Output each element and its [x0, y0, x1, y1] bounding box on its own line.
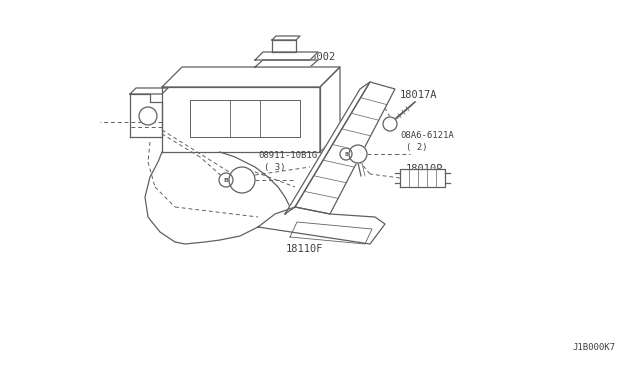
Polygon shape: [255, 52, 318, 60]
Text: B: B: [223, 177, 228, 183]
Circle shape: [349, 145, 367, 163]
Text: 18002: 18002: [305, 52, 336, 62]
Circle shape: [139, 107, 157, 125]
Polygon shape: [162, 67, 340, 87]
Polygon shape: [320, 67, 340, 152]
Polygon shape: [258, 207, 385, 244]
Circle shape: [219, 173, 233, 187]
Circle shape: [229, 167, 255, 193]
Text: 18017A: 18017A: [400, 90, 438, 100]
Text: 08A6-6121A: 08A6-6121A: [400, 131, 454, 140]
Circle shape: [340, 148, 352, 160]
Polygon shape: [272, 36, 300, 40]
Polygon shape: [130, 88, 168, 94]
Polygon shape: [272, 40, 296, 52]
Polygon shape: [255, 60, 318, 67]
Polygon shape: [285, 82, 370, 214]
Circle shape: [383, 117, 397, 131]
Text: 18010P: 18010P: [406, 164, 444, 174]
Text: 08911-10B1G: 08911-10B1G: [258, 151, 317, 160]
Text: ( 3): ( 3): [264, 163, 285, 172]
Text: 18110F: 18110F: [286, 244, 323, 254]
Polygon shape: [400, 169, 445, 187]
Polygon shape: [295, 82, 395, 214]
Text: ( 2): ( 2): [406, 143, 428, 152]
Polygon shape: [130, 94, 162, 137]
Polygon shape: [162, 87, 320, 152]
Text: J1B000K7: J1B000K7: [572, 343, 615, 352]
Text: B: B: [344, 151, 348, 157]
